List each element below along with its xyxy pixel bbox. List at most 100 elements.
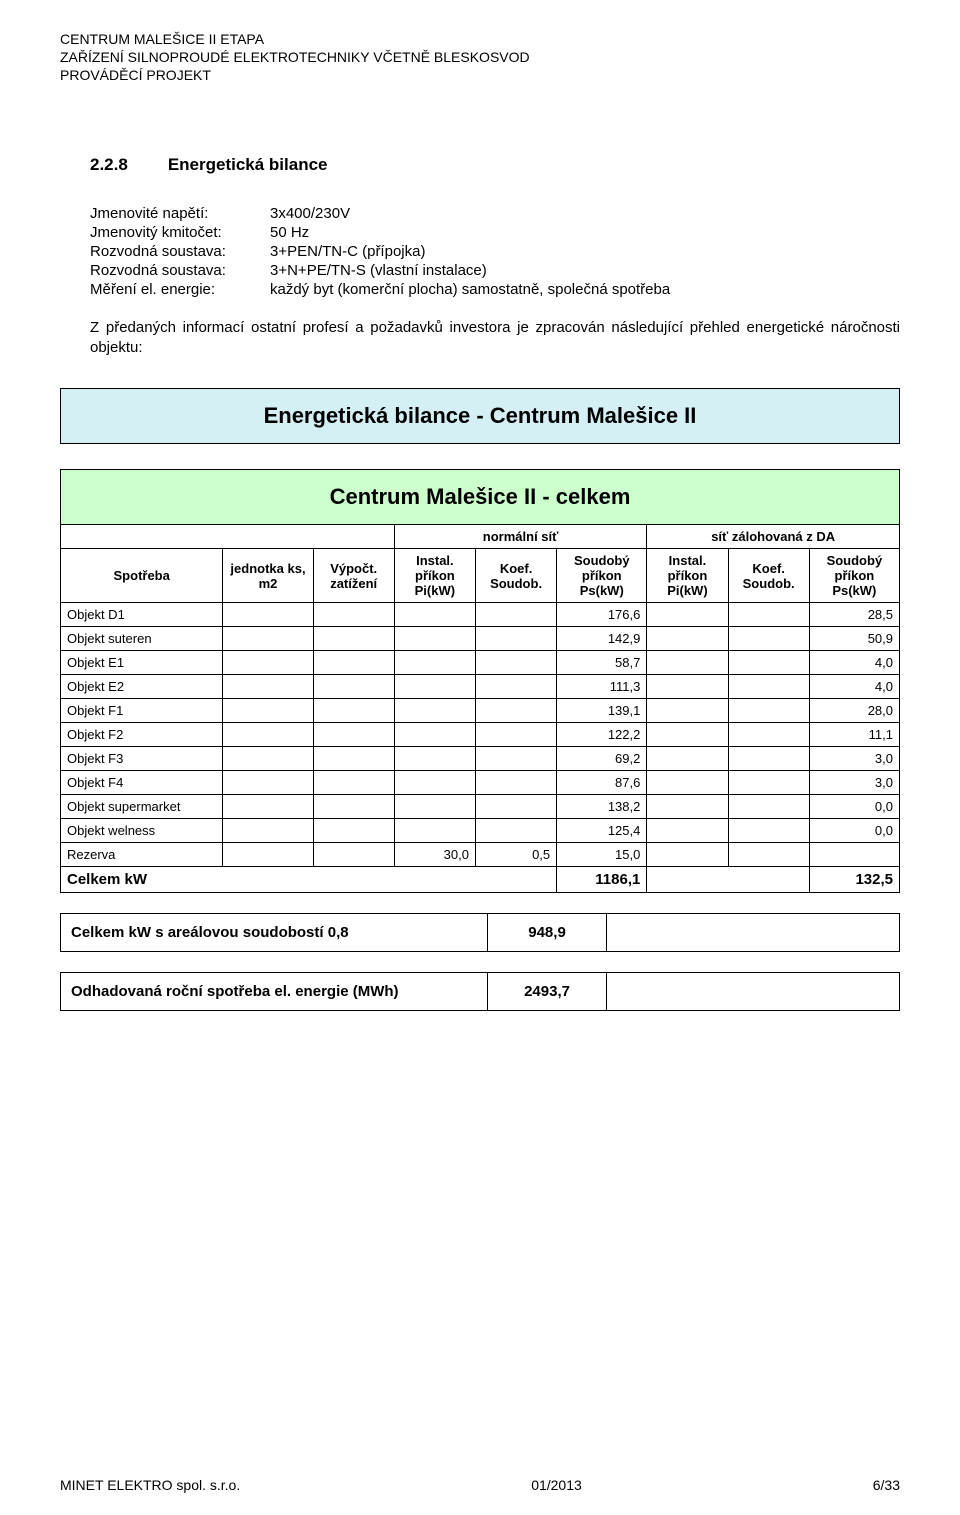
th-vypoct: Výpočt. zatížení bbox=[313, 549, 394, 603]
footer-center: 01/2013 bbox=[531, 1477, 582, 1493]
total-s1: 1186,1 bbox=[557, 867, 647, 893]
table-row: Objekt F1139,128,0 bbox=[61, 699, 900, 723]
table-cell bbox=[647, 603, 728, 627]
table-cell bbox=[223, 795, 313, 819]
table-cell: 138,2 bbox=[557, 795, 647, 819]
table-cell bbox=[475, 771, 556, 795]
intro-paragraph: Z předaných informací ostatní profesí a … bbox=[90, 318, 900, 359]
table-cell: Objekt suteren bbox=[61, 627, 223, 651]
table-cell: Rezerva bbox=[61, 843, 223, 867]
table-cell: 176,6 bbox=[557, 603, 647, 627]
table-cell bbox=[728, 675, 809, 699]
spec-label: Rozvodná soustava: bbox=[90, 243, 270, 260]
table-cell: 111,3 bbox=[557, 675, 647, 699]
summary-row-1: Celkem kW s areálovou soudobostí 0,8 948… bbox=[60, 913, 900, 952]
table-cell bbox=[394, 675, 475, 699]
table-cell: 50,9 bbox=[809, 627, 899, 651]
table-cell: 30,0 bbox=[394, 843, 475, 867]
summary-spacer bbox=[606, 973, 899, 1010]
table-cell: 4,0 bbox=[809, 675, 899, 699]
spec-label: Jmenovité napětí: bbox=[90, 205, 270, 222]
footer-left: MINET ELEKTRO spol. s.r.o. bbox=[60, 1477, 240, 1493]
table-cell bbox=[647, 675, 728, 699]
table-cell bbox=[223, 699, 313, 723]
table-cell bbox=[394, 699, 475, 723]
table-cell: 0,0 bbox=[809, 795, 899, 819]
table-cell: 15,0 bbox=[557, 843, 647, 867]
table-cell bbox=[647, 651, 728, 675]
table-cell: 28,0 bbox=[809, 699, 899, 723]
table-cell bbox=[728, 747, 809, 771]
table-cell bbox=[728, 627, 809, 651]
header-line-1: CENTRUM MALEŠICE II ETAPA bbox=[60, 30, 900, 48]
table-cell: 3,0 bbox=[809, 747, 899, 771]
table-cell bbox=[728, 795, 809, 819]
table-row: Rezerva 30,00,515,0 bbox=[61, 843, 900, 867]
th-koef1: Koef. Soudob. bbox=[475, 549, 556, 603]
table-cell: Objekt supermarket bbox=[61, 795, 223, 819]
summary-1-label: Celkem kW s areálovou soudobostí 0,8 bbox=[61, 914, 488, 951]
table-cell bbox=[394, 723, 475, 747]
summary-spacer bbox=[606, 914, 899, 951]
table-cell bbox=[647, 795, 728, 819]
spec-row: Rozvodná soustava: 3+PEN/TN-C (přípojka) bbox=[90, 243, 900, 260]
banner-green: Centrum Malešice II - celkem bbox=[60, 469, 900, 524]
table-cell bbox=[313, 771, 394, 795]
table-cell: 0,5 bbox=[475, 843, 556, 867]
table-row: Objekt F369,23,0 bbox=[61, 747, 900, 771]
table-cell: 142,9 bbox=[557, 627, 647, 651]
summary-row-2: Odhadovaná roční spotřeba el. energie (M… bbox=[60, 972, 900, 1011]
table-cell bbox=[647, 771, 728, 795]
table-cell bbox=[647, 627, 728, 651]
th-group-backup: síť zálohovaná z DA bbox=[647, 525, 900, 549]
data-table: normální síť síť zálohovaná z DA Spotřeb… bbox=[60, 524, 900, 893]
table-cell bbox=[313, 651, 394, 675]
table-cell: 139,1 bbox=[557, 699, 647, 723]
th-soud2: Soudobý příkon Ps(kW) bbox=[809, 549, 899, 603]
table-cell bbox=[313, 603, 394, 627]
table-cell bbox=[313, 747, 394, 771]
table-cell bbox=[475, 723, 556, 747]
table-cell bbox=[313, 843, 394, 867]
table-cell bbox=[475, 675, 556, 699]
table-cell bbox=[394, 747, 475, 771]
table-cell: 4,0 bbox=[809, 651, 899, 675]
table-cell bbox=[475, 819, 556, 843]
table-cell bbox=[647, 723, 728, 747]
header-line-2: ZAŘÍZENÍ SILNOPROUDÉ ELEKTROTECHNIKY VČE… bbox=[60, 48, 900, 66]
table-cell bbox=[313, 675, 394, 699]
spec-value: každý byt (komerční plocha) samostatně, … bbox=[270, 281, 670, 298]
section-number: 2.2.8 bbox=[90, 155, 128, 175]
th-instal1: Instal. příkon Pi(kW) bbox=[394, 549, 475, 603]
table-cell bbox=[223, 747, 313, 771]
footer-right: 6/33 bbox=[873, 1477, 900, 1493]
table-cell bbox=[394, 795, 475, 819]
table-cell bbox=[809, 843, 899, 867]
table-cell bbox=[475, 699, 556, 723]
table-cell: Objekt E1 bbox=[61, 651, 223, 675]
table-cell bbox=[223, 843, 313, 867]
table-cell bbox=[394, 627, 475, 651]
table-cell bbox=[647, 699, 728, 723]
banner-blue: Energetická bilance - Centrum Malešice I… bbox=[60, 388, 900, 444]
document-header: CENTRUM MALEŠICE II ETAPA ZAŘÍZENÍ SILNO… bbox=[60, 30, 900, 85]
table-cell bbox=[728, 651, 809, 675]
table-row: Objekt D1176,628,5 bbox=[61, 603, 900, 627]
table-cell bbox=[647, 819, 728, 843]
table-header-row: Spotřeba jednotka ks, m2 Výpočt. zatížen… bbox=[61, 549, 900, 603]
th-spotreba: Spotřeba bbox=[61, 549, 223, 603]
table-cell bbox=[394, 603, 475, 627]
spec-list: Jmenovité napětí: 3x400/230V Jmenovitý k… bbox=[90, 205, 900, 298]
th-group-normal: normální síť bbox=[394, 525, 647, 549]
summary-2-value: 2493,7 bbox=[488, 973, 605, 1010]
table-cell bbox=[647, 843, 728, 867]
table-cell: Objekt F2 bbox=[61, 723, 223, 747]
spec-value: 3+N+PE/TN-S (vlastní instalace) bbox=[270, 262, 487, 279]
table-cell bbox=[475, 747, 556, 771]
table-cell: 69,2 bbox=[557, 747, 647, 771]
spec-label: Měření el. energie: bbox=[90, 281, 270, 298]
table-cell: Objekt F4 bbox=[61, 771, 223, 795]
table-row: Objekt supermarket 138,2 0,0 bbox=[61, 795, 900, 819]
table-cell bbox=[475, 795, 556, 819]
table-cell bbox=[223, 771, 313, 795]
